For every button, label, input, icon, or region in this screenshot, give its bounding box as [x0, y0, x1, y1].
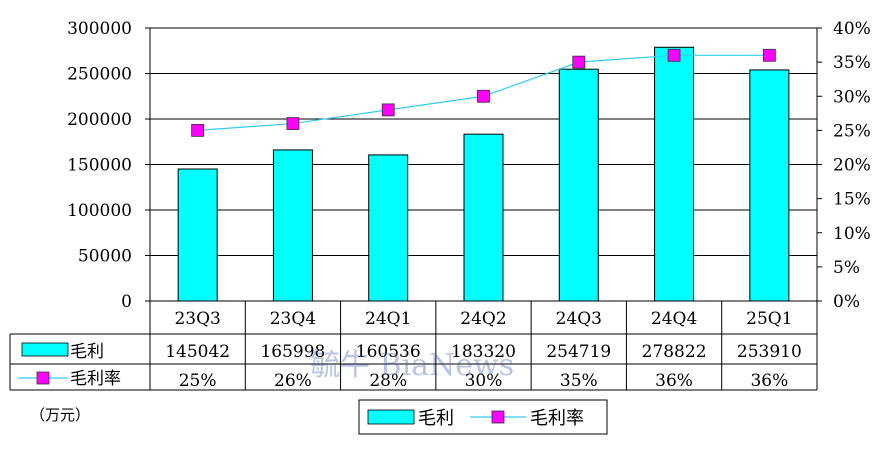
table-value: 253910 [737, 342, 802, 362]
table-row-label: 毛利 [70, 342, 104, 362]
right-tick-label: 35% [833, 53, 871, 73]
table-value: 254719 [546, 342, 611, 362]
category-label: 23Q3 [174, 309, 220, 329]
table-value: 25% [179, 371, 217, 391]
bar-24Q1 [368, 154, 409, 302]
table-value: 160536 [356, 342, 421, 362]
table-value: 30% [465, 371, 503, 391]
bar-25Q1 [749, 69, 790, 302]
table-key-marker [36, 371, 50, 385]
table-value: 36% [750, 371, 788, 391]
left-tick-label: 300000 [67, 19, 132, 39]
watermark: 毓牛 BiaNews [310, 348, 514, 383]
table-value: 26% [274, 371, 312, 391]
rate-marker-24Q1 [381, 103, 395, 117]
table-value: 28% [369, 371, 407, 391]
table-row-label: 毛利率 [70, 369, 121, 389]
right-tick-label: 20% [833, 156, 871, 176]
rate-marker-24Q2 [477, 89, 490, 103]
watermark-text: 毓牛 BiaNews [310, 348, 514, 383]
left-tick-label: 200000 [67, 110, 132, 130]
bar-24Q2 [463, 133, 504, 302]
bar-series [177, 46, 790, 302]
category-label: 25Q1 [746, 309, 792, 329]
right-axis-ticks: 0% 5% 10% 15% 20% 25% 30% 35% 40% [833, 19, 871, 312]
table-value: 36% [655, 371, 693, 391]
unit-label: （万元） [30, 406, 90, 424]
category-label: 24Q4 [651, 309, 697, 329]
rate-marker-25Q1 [762, 48, 776, 62]
legend-key-marker [491, 410, 505, 424]
right-tick-label: 0% [833, 292, 860, 312]
rate-marker-24Q3 [572, 55, 586, 69]
axes [145, 27, 822, 302]
left-tick-label: 50000 [78, 247, 132, 267]
legend-label-bar: 毛利 [418, 408, 454, 429]
table-value: 145042 [165, 342, 230, 362]
table-value: 183320 [451, 342, 516, 362]
table-value: 165998 [260, 342, 325, 362]
rate-marker-23Q4 [286, 117, 300, 130]
left-tick-label: 100000 [67, 201, 132, 221]
category-label: 24Q3 [556, 309, 602, 329]
table-key-bar [21, 342, 69, 357]
right-tick-label: 30% [833, 87, 871, 107]
right-tick-label: 10% [833, 224, 871, 244]
bar-23Q4 [272, 149, 313, 302]
left-tick-label: 150000 [67, 156, 132, 176]
right-tick-label: 25% [833, 121, 871, 141]
legend-label-line: 毛利率 [530, 408, 584, 429]
left-tick-label: 0 [121, 292, 132, 312]
category-label: 24Q2 [460, 309, 506, 329]
bar-24Q3 [558, 68, 599, 302]
bar-24Q4 [654, 46, 695, 302]
legend-key-bar [367, 409, 415, 425]
left-axis-ticks: 0 50000 100000 150000 200000 250000 300000 [67, 19, 132, 312]
category-label: 23Q4 [270, 309, 316, 329]
left-tick-label: 250000 [67, 65, 132, 85]
right-tick-label: 40% [833, 19, 871, 39]
right-tick-label: 5% [833, 258, 860, 278]
data-table: 23Q3 23Q4 24Q1 24Q2 24Q3 24Q4 25Q1 毛利 145042 1659… [9, 301, 818, 391]
table-value: 35% [560, 371, 598, 391]
rate-marker-23Q3 [191, 123, 205, 137]
category-label: 24Q1 [365, 309, 411, 329]
line-series [191, 48, 776, 137]
right-tick-label: 15% [833, 190, 871, 210]
bar-23Q3 [177, 168, 218, 302]
table-value: 278822 [642, 342, 707, 362]
legend: 毛利 毛利率 [358, 399, 608, 435]
rate-marker-24Q4 [667, 48, 681, 62]
